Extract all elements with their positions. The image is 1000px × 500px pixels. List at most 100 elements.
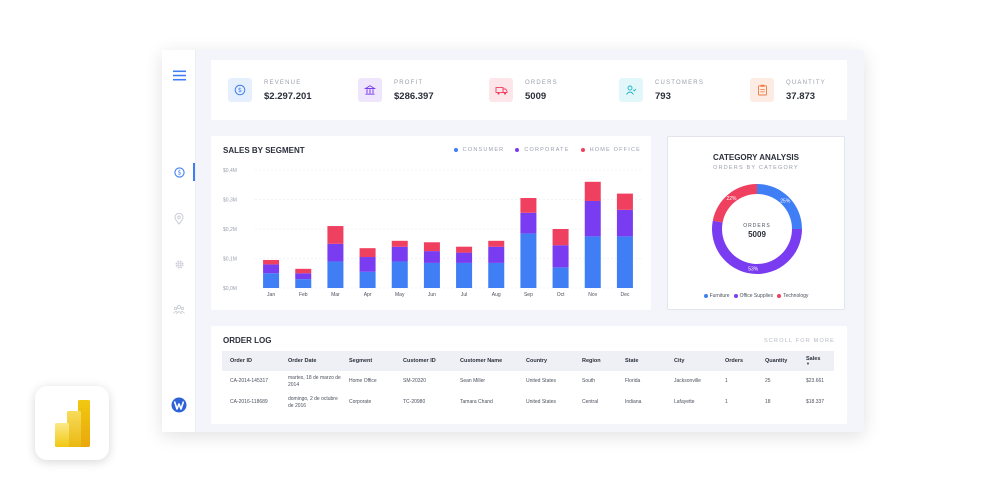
scroll-for-more-link[interactable]: SCROLL FOR MORE	[764, 338, 835, 344]
legend-dot	[515, 148, 520, 152]
table-cell: South	[582, 378, 596, 384]
bar-home-office[interactable]	[552, 229, 569, 246]
bar-corporate[interactable]	[391, 246, 408, 262]
bar-consumer[interactable]	[552, 267, 569, 288]
category-subtitle: ORDERS BY CATEGORY	[713, 165, 799, 171]
bar-home-office[interactable]	[423, 242, 440, 252]
hamburger-menu-icon[interactable]	[171, 67, 187, 83]
table-row[interactable]: CA-2016-118689 domingo, 2 de octubre de …	[222, 392, 834, 413]
bar-home-office[interactable]	[456, 246, 473, 253]
sidebar-gear-icon[interactable]	[171, 256, 187, 272]
bar-home-office[interactable]	[520, 198, 537, 213]
bar-consumer[interactable]	[391, 261, 408, 288]
column-header[interactable]: Order ID	[222, 351, 280, 371]
bar-corporate[interactable]	[584, 200, 601, 237]
bar-home-office[interactable]	[359, 248, 376, 258]
sales-legend: CONSUMER CORPORATE HOME OFFICE	[443, 147, 641, 153]
y-tick-label: $0,4M	[223, 168, 237, 174]
donut-center-value: 5009	[748, 230, 766, 239]
x-tick-label: Mar	[331, 292, 340, 298]
bar-consumer[interactable]	[456, 262, 473, 288]
table-cell: 1	[725, 378, 728, 384]
bar-consumer[interactable]	[359, 271, 376, 288]
bar-corporate[interactable]	[423, 251, 440, 263]
bar-corporate[interactable]	[295, 273, 312, 280]
bar-consumer[interactable]	[423, 262, 440, 288]
column-header[interactable]: Country	[518, 351, 574, 371]
column-header[interactable]: Segment	[341, 351, 395, 371]
dashboard: $ $ REVENUE $2.297.201 PROFIT	[162, 50, 864, 432]
table-row[interactable]: CA-2014-145317 martes, 18 de marzo de 20…	[222, 371, 834, 392]
active-indicator	[193, 163, 195, 181]
kpi-label: REVENUE	[264, 80, 302, 86]
bar-corporate[interactable]	[488, 246, 505, 263]
x-tick-label: Aug	[492, 292, 501, 298]
bar-corporate[interactable]	[552, 245, 569, 268]
bar-consumer[interactable]	[263, 273, 280, 288]
order-log-card: ORDER LOG SCROLL FOR MORE Order ID Order…	[211, 326, 847, 424]
bar-corporate[interactable]	[327, 243, 344, 262]
bar-home-office[interactable]	[488, 240, 505, 247]
legend-label: Furniture	[709, 293, 730, 299]
bar-home-office[interactable]	[327, 226, 344, 244]
dollar-icon: $	[228, 78, 252, 102]
bar-home-office[interactable]	[295, 268, 312, 274]
slice-office-supplies[interactable]	[712, 220, 802, 274]
table-cell: Jacksonville	[674, 378, 701, 384]
x-tick-label: Apr	[364, 292, 372, 298]
bar-corporate[interactable]	[263, 264, 280, 274]
x-tick-label: Dec	[620, 292, 629, 298]
slice-label: 22%	[726, 196, 737, 202]
bar-consumer[interactable]	[295, 279, 312, 288]
table-cell: 18	[765, 399, 771, 405]
legend-furniture: Furniture	[703, 293, 730, 299]
column-header[interactable]: State	[617, 351, 666, 371]
bar-corporate[interactable]	[456, 252, 473, 263]
bar-corporate[interactable]	[616, 209, 633, 237]
svg-text:$: $	[177, 169, 181, 176]
bar-consumer[interactable]	[488, 262, 505, 288]
table-cell: 1	[725, 399, 728, 405]
bar-consumer[interactable]	[520, 233, 537, 288]
column-header[interactable]: Quantity	[757, 351, 798, 371]
bar-corporate[interactable]	[359, 257, 376, 272]
bar-home-office[interactable]	[391, 240, 408, 247]
bar-home-office[interactable]	[263, 259, 280, 265]
slice-furniture[interactable]	[757, 184, 802, 229]
powerbi-logo-icon	[55, 400, 90, 447]
y-tick-label: $0,0M	[223, 286, 237, 292]
column-header[interactable]: Customer Name	[452, 351, 518, 371]
logo-icon	[170, 396, 188, 414]
bar-consumer[interactable]	[327, 261, 344, 288]
sidebar-team-icon[interactable]	[171, 301, 187, 317]
category-title: CATEGORY ANALYSIS	[713, 153, 799, 162]
bar-home-office[interactable]	[584, 181, 601, 201]
x-tick-label: May	[395, 292, 405, 298]
legend-label: Office Supplies	[739, 293, 774, 299]
clipboard-icon	[750, 78, 774, 102]
kpi-label: QUANTITY	[786, 80, 826, 86]
bar-home-office[interactable]	[616, 193, 633, 210]
bar-consumer[interactable]	[616, 236, 633, 288]
column-header[interactable]: Customer ID	[395, 351, 452, 371]
bar-consumer[interactable]	[584, 236, 601, 288]
legend-consumer: CONSUMER	[453, 147, 505, 153]
column-header-sales[interactable]: Sales ▼	[798, 351, 834, 371]
truck-icon	[489, 78, 513, 102]
bar-corporate[interactable]	[520, 212, 537, 234]
table-cell: United States	[526, 399, 557, 405]
table-cell: Home Office	[349, 378, 377, 384]
kpi-label: CUSTOMERS	[655, 80, 705, 86]
legend-dot	[453, 148, 458, 152]
sort-desc-icon: ▼	[806, 361, 810, 366]
column-header[interactable]: Region	[574, 351, 617, 371]
x-tick-label: Sep	[524, 292, 533, 298]
slice-technology[interactable]	[712, 184, 757, 223]
table-cell: CA-2014-145317	[230, 378, 269, 384]
sidebar-location-icon[interactable]	[171, 211, 187, 227]
column-header[interactable]: City	[666, 351, 717, 371]
column-header[interactable]: Order Date	[280, 351, 341, 371]
sidebar-dollar-icon[interactable]: $	[171, 164, 187, 180]
column-header[interactable]: Orders	[717, 351, 757, 371]
legend-home-office: HOME OFFICE	[580, 147, 641, 153]
